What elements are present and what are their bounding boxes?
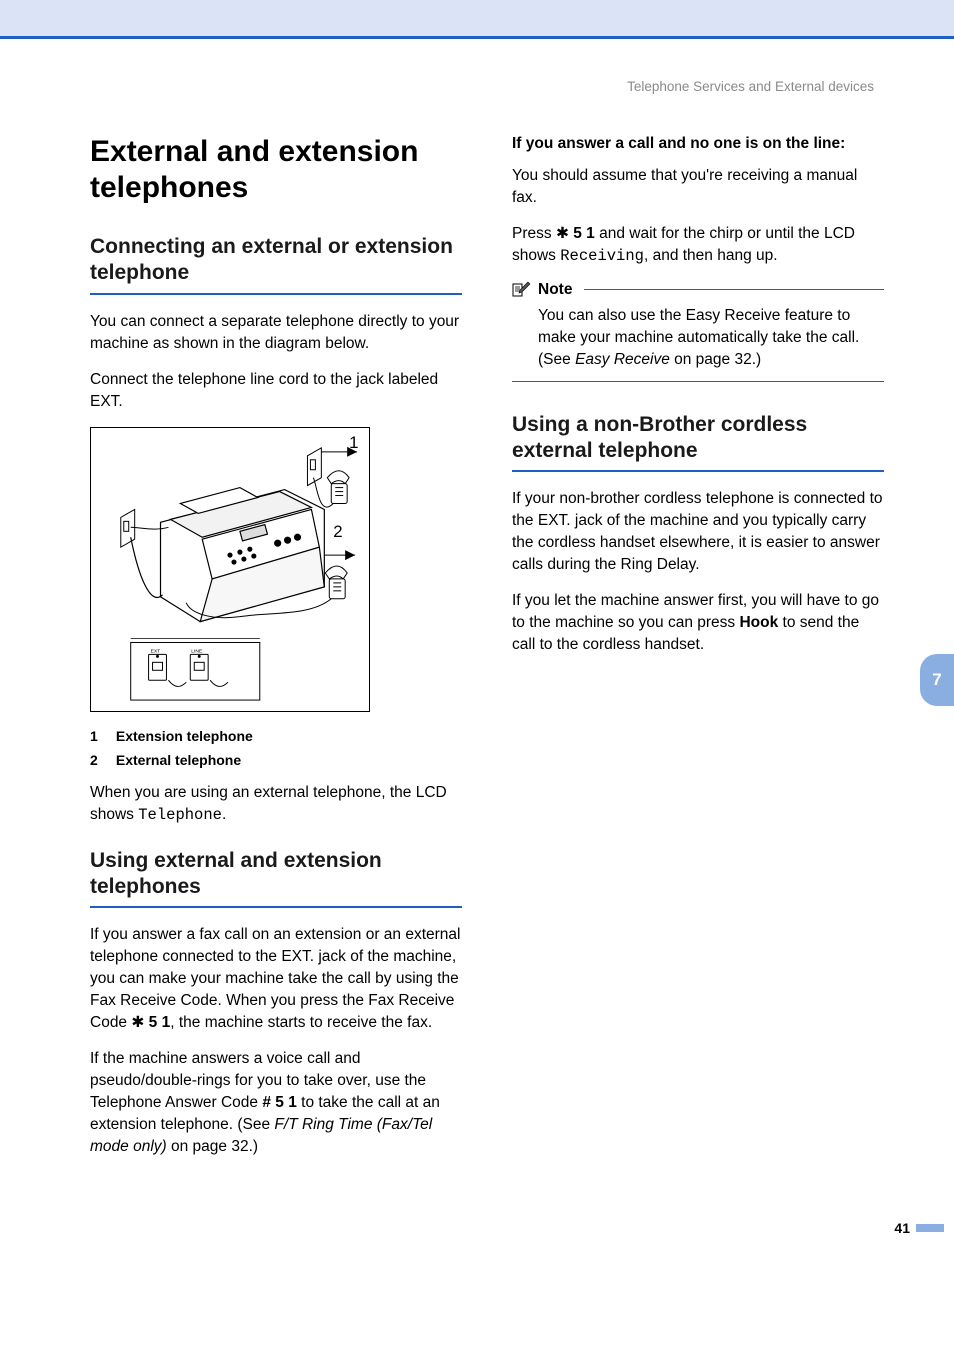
note-body: You can also use the Easy Receive featur…: [512, 301, 884, 381]
note-label: Note: [538, 281, 572, 299]
section-rule: [90, 906, 462, 908]
body-paragraph: When you are using an external telephone…: [90, 782, 462, 826]
right-column: If you answer a call and no one is on th…: [512, 134, 884, 1172]
svg-text:LINE: LINE: [191, 648, 203, 654]
caption-number: 1: [90, 728, 112, 744]
note-header: Note: [512, 281, 884, 299]
section-heading-connecting: Connecting an external or extension tele…: [90, 234, 462, 287]
page-number: 41: [894, 1220, 910, 1236]
page-content: Telephone Services and External devices …: [0, 39, 954, 1212]
caption-number: 2: [90, 752, 112, 768]
top-band: [0, 0, 954, 36]
diagram-svg: 1: [91, 428, 369, 711]
diagram-callout-1: 1: [349, 432, 358, 451]
chapter-tab: 7: [920, 654, 954, 706]
connection-diagram: 1: [90, 427, 370, 712]
page-number-wrap: 41: [894, 1220, 944, 1236]
two-column-layout: External and extension telephones Connec…: [90, 134, 884, 1172]
diagram-caption-2: 2 External telephone: [90, 752, 462, 768]
section-heading-using-ext: Using external and extension telephones: [90, 848, 462, 901]
body-paragraph: You should assume that you're receiving …: [512, 165, 884, 209]
diagram-caption-1: 1 Extension telephone: [90, 728, 462, 744]
caption-label: External telephone: [116, 752, 241, 768]
section-rule: [512, 470, 884, 472]
caption-label: Extension telephone: [116, 728, 253, 744]
note-callout: Note You can also use the Easy Receive f…: [512, 281, 884, 382]
note-rule: [584, 289, 884, 290]
note-rule: [512, 381, 884, 382]
body-paragraph: Connect the telephone line cord to the j…: [90, 369, 462, 413]
note-icon: [512, 281, 532, 299]
page-title: External and extension telephones: [90, 134, 462, 206]
section-rule: [90, 293, 462, 295]
page-number-bar: [916, 1224, 944, 1232]
body-paragraph: Press ✱ 5 1 and wait for the chirp or un…: [512, 223, 884, 267]
body-paragraph: If you let the machine answer first, you…: [512, 590, 884, 656]
svg-text:EXT: EXT: [151, 648, 161, 654]
breadcrumb: Telephone Services and External devices: [90, 79, 874, 94]
left-column: External and extension telephones Connec…: [90, 134, 462, 1172]
body-paragraph: You can connect a separate telephone dir…: [90, 311, 462, 355]
diagram-callout-2: 2: [333, 522, 342, 541]
body-paragraph: If your non-brother cordless telephone i…: [512, 488, 884, 576]
section-heading-non-brother: Using a non-Brother cordless external te…: [512, 412, 884, 465]
body-paragraph: If you answer a fax call on an extension…: [90, 924, 462, 1034]
body-paragraph: If the machine answers a voice call and …: [90, 1048, 462, 1158]
sub-heading-no-one: If you answer a call and no one is on th…: [512, 134, 884, 155]
